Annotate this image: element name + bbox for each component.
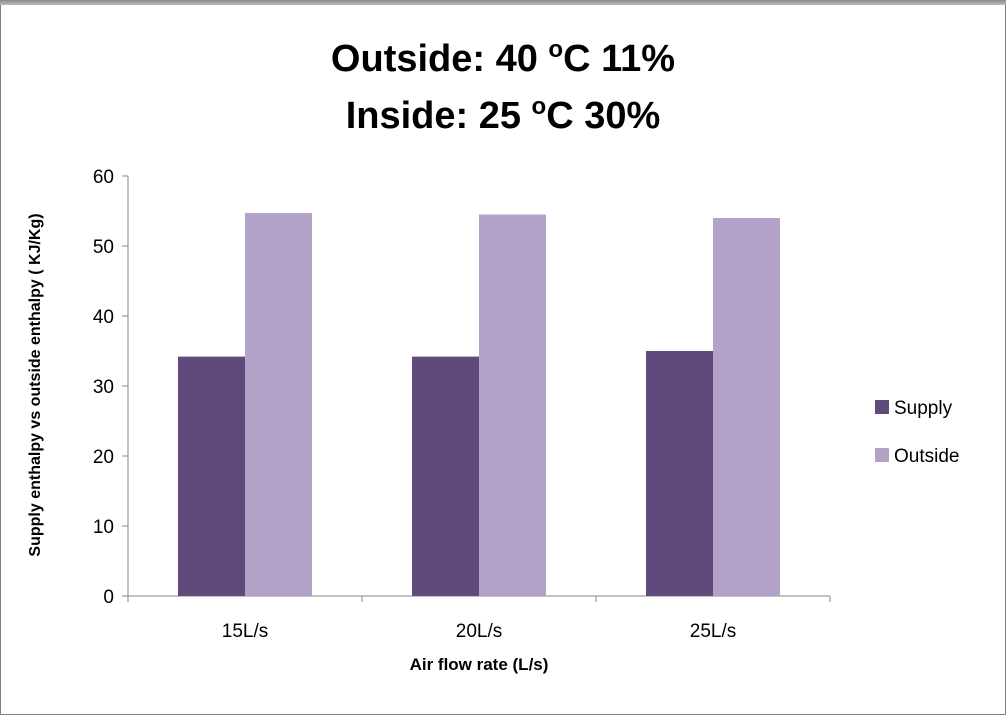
x-tick-label: 15L/s [222,621,268,642]
bars [178,213,780,596]
legend-swatch-outside [875,448,889,462]
bar-supply-3 [646,351,713,596]
y-tick-label: 30 [93,377,114,398]
y-axis: 0 10 20 30 40 50 60 [93,167,129,608]
x-tick-label: 20L/s [456,621,502,642]
x-tick-label: 25L/s [690,621,736,642]
y-tick-label: 60 [93,167,114,188]
title-line-2-suffix: C 30% [546,95,661,137]
y-tick-label: 50 [93,237,114,258]
title-line-2-prefix: Inside: 25 [345,95,532,137]
legend: Supply Outside [875,398,959,467]
legend-label-outside: Outside [894,446,959,467]
bar-outside-3 [713,218,780,596]
bar-supply-1 [178,356,245,596]
x-axis: 15L/s 20L/s 25L/s [127,595,831,642]
legend-label-supply: Supply [894,398,953,419]
title-line-1-prefix: Outside: 40 [330,38,549,80]
y-tick-label: 0 [103,587,114,608]
y-tick-label: 10 [93,517,114,538]
y-axis-label: Supply enthalpy vs outside enthalpy ( KJ… [27,213,44,556]
title-line-2-degree: o [531,93,547,120]
chart-title-line-2: Inside: 25 oC 30% [0,95,1006,137]
legend-swatch-supply [875,400,889,414]
frame-top-edge [0,0,1006,5]
bar-outside-2 [479,214,546,596]
bar-outside-1 [245,213,312,596]
y-tick-label: 40 [93,307,114,328]
title-line-1-degree: o [548,36,564,63]
chart-title-line-1: Outside: 40 oC 11% [0,38,1006,80]
title-line-1-suffix: C 11% [563,38,676,80]
x-axis-label: Air flow rate (L/s) [410,655,549,674]
bar-supply-2 [412,356,479,596]
y-tick-label: 20 [93,447,114,468]
